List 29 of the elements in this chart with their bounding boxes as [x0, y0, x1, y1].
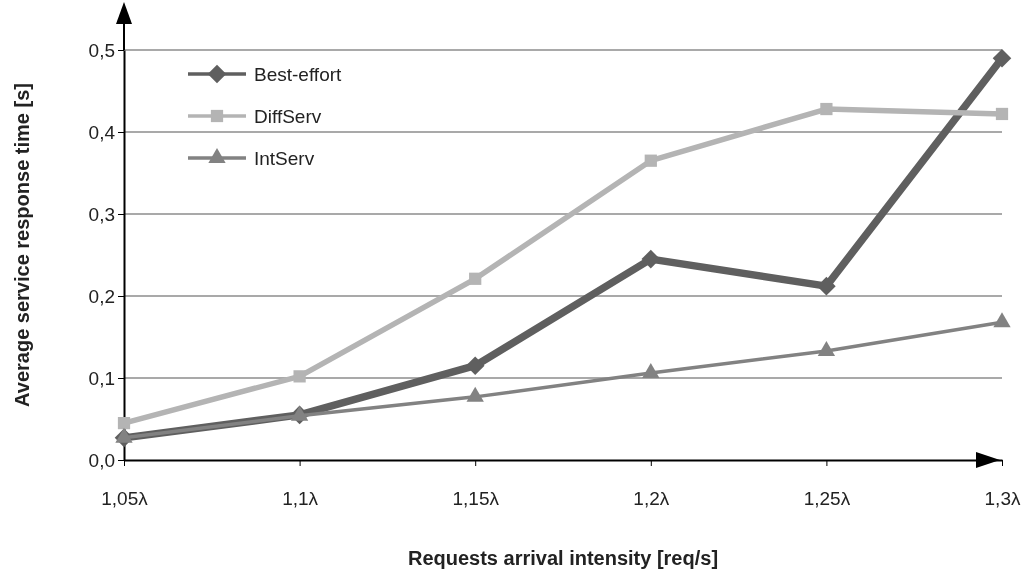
point [465, 356, 485, 375]
x-tick-label: 1,1λ [282, 488, 319, 510]
point [993, 312, 1011, 328]
point [817, 276, 836, 296]
point [641, 249, 661, 269]
point [992, 48, 1012, 68]
point [642, 363, 660, 379]
y-tick-label: 0,5 [88, 39, 115, 61]
x-tick-label: 1,25λ [803, 488, 851, 510]
y-tick-label: 0,2 [88, 285, 115, 307]
legend-label: DiffServ [254, 106, 322, 127]
y-axis-title: Average service response time [s] [11, 83, 33, 407]
x-tick-label: 1,05λ [101, 488, 149, 510]
x-axis-title: Requests arrival intensity [req/s] [407, 547, 719, 569]
x-tick-label: 1,3λ [984, 488, 1021, 510]
point [644, 154, 657, 167]
y-tick-label: 0,1 [88, 367, 115, 389]
point [995, 107, 1009, 121]
y-tick-label: 0,3 [88, 203, 115, 225]
point [820, 102, 833, 116]
y-tick-label: 0,0 [88, 449, 115, 471]
y-tick-label: 0,4 [88, 121, 116, 143]
legend-label: Best-effort [254, 64, 343, 85]
x-tick-label: 1,15λ [452, 488, 500, 510]
legend-label: IntServ [254, 148, 315, 169]
point [117, 416, 131, 430]
point [469, 272, 482, 285]
point [293, 370, 306, 383]
x-tick-label: 1,2λ [633, 488, 670, 510]
